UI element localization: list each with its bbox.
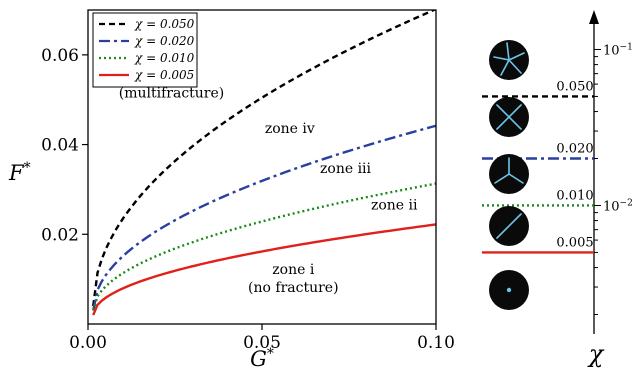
- chi-tick-base: 10: [603, 199, 620, 214]
- chi-threshold-label-2: 0.010: [556, 188, 593, 203]
- zone-label: zone iv: [265, 121, 315, 137]
- x-tick-label: 0.00: [69, 333, 107, 353]
- crack-dot: [506, 287, 512, 293]
- crack-line: [508, 52, 525, 61]
- crack-line: [493, 56, 510, 61]
- legend-label-0: χ = 0.050: [134, 17, 195, 31]
- zone-label: zone i (no fracture): [248, 262, 339, 296]
- x-tick-label: 0.05: [243, 333, 281, 353]
- crack-line: [494, 173, 510, 184]
- crack-line: [508, 59, 522, 74]
- series-line-2: [92, 182, 436, 311]
- x-tick-label: 0.10: [417, 333, 455, 353]
- chi-tick-label: 10−2: [603, 198, 633, 214]
- chi-thresholds: 0.050 0.020 0.010 0.005: [482, 79, 594, 254]
- chi-threshold-label-1: 0.020: [556, 142, 593, 157]
- main-chart: 0.000.050.100.020.040.06 zone v(multifra…: [8, 9, 455, 371]
- y-tick-label: 0.04: [41, 136, 79, 156]
- y-tick-label: 0.02: [41, 225, 79, 245]
- chi-threshold-label-3: 0.005: [556, 235, 593, 250]
- legend: χ = 0.050 χ = 0.020 χ = 0.010 χ = 0.005: [92, 12, 198, 88]
- chi-axis-title: χ: [587, 340, 605, 368]
- series-lines: [92, 10, 436, 316]
- chi-tick-exponent: −1: [620, 42, 633, 52]
- y-axis-title: F*: [8, 160, 31, 185]
- series-line-1: [92, 124, 436, 311]
- legend-label-2: χ = 0.010: [134, 51, 195, 65]
- crack-line: [500, 59, 510, 76]
- fracture-discs: [489, 40, 529, 310]
- crack-line: [508, 173, 524, 184]
- zone-label-line: zone i: [272, 262, 315, 278]
- series-line-3: [92, 223, 436, 316]
- x-axis-title: G*: [250, 346, 274, 371]
- axis-ticks: 0.00 0.05 0.10 0.02 0.04 0.06: [41, 46, 455, 353]
- chi-axis-ticks: 10−110−2: [594, 42, 633, 316]
- chi-threshold-label-0: 0.050: [556, 79, 593, 94]
- zone-label-line: zone ii: [371, 198, 418, 214]
- zone-label-line: (no fracture): [248, 280, 339, 296]
- series-line-0: [92, 10, 436, 307]
- zone-label-line: (multifracture): [119, 86, 224, 102]
- chi-axis-arrow: [589, 10, 599, 24]
- crack-line: [496, 104, 522, 130]
- zone-label-line: zone iv: [265, 121, 315, 137]
- chi-tick-label: 10−1: [603, 42, 633, 58]
- zone-label: zone iii: [320, 161, 372, 177]
- legend-label-3: χ = 0.005: [134, 68, 194, 82]
- legend-label-1: χ = 0.020: [134, 34, 195, 48]
- chi-tick-exponent: −2: [620, 198, 633, 208]
- crack-line: [506, 42, 510, 61]
- crack-line: [496, 213, 522, 239]
- chi-tick-base: 10: [603, 43, 620, 58]
- zone-label-line: zone iii: [320, 161, 372, 177]
- zone-label: zone ii: [371, 198, 418, 214]
- y-tick-label: 0.06: [41, 46, 79, 66]
